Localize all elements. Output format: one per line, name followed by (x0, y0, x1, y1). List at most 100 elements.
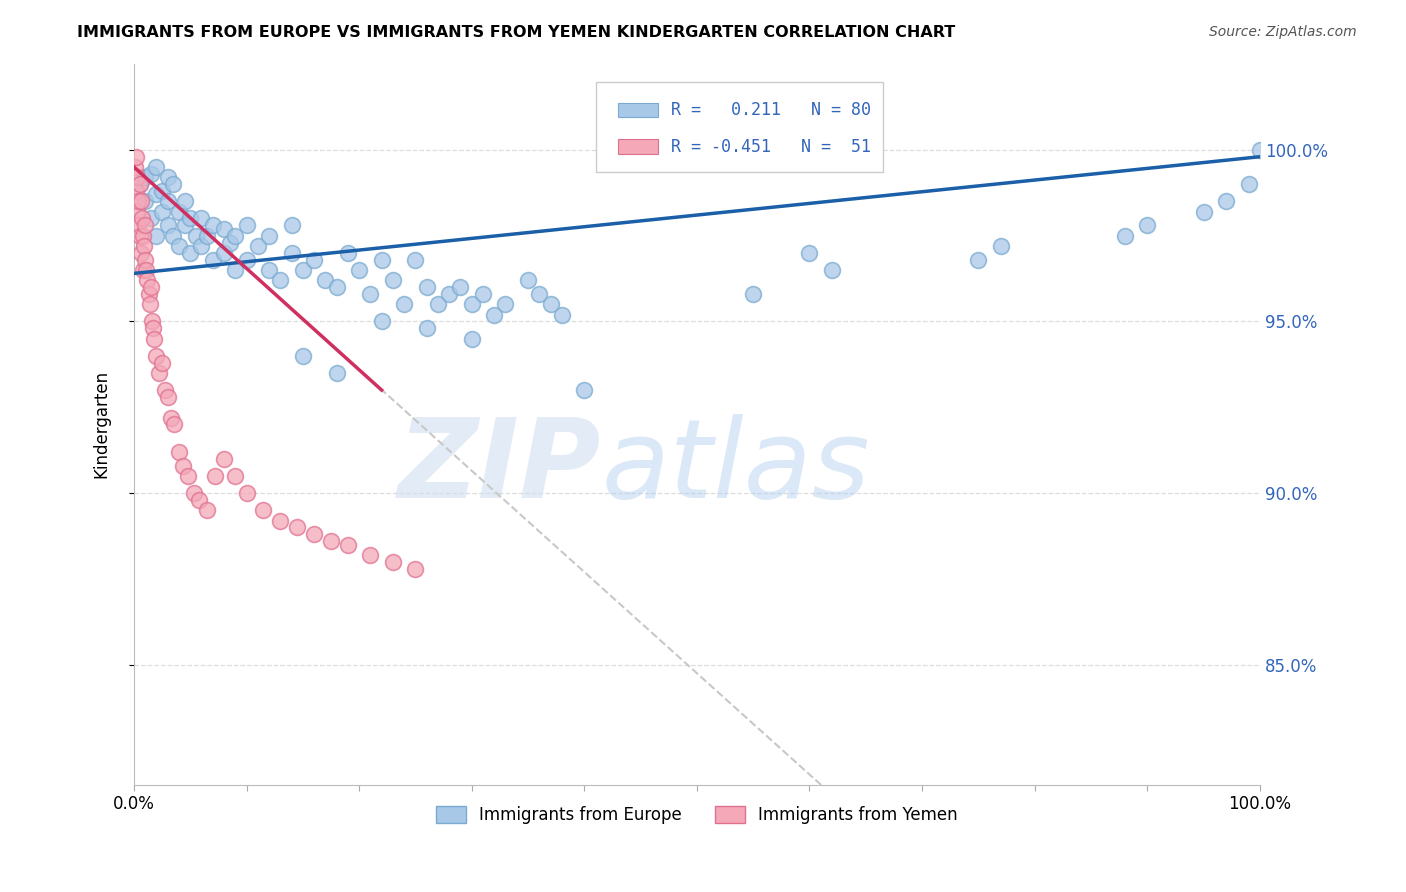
Point (370, 314, 392, 328)
Point (156, 170, 179, 185)
Point (139, 211, 162, 226)
Point (495, 297, 517, 311)
Point (224, 469, 246, 483)
Point (124, 160, 146, 174)
Point (127, 219, 149, 233)
Point (246, 239, 269, 253)
Point (302, 252, 325, 267)
FancyBboxPatch shape (619, 139, 658, 153)
Point (235, 219, 257, 233)
Point (204, 469, 226, 483)
Point (967, 252, 990, 267)
Y-axis label: Kindergarten: Kindergarten (93, 370, 110, 478)
Point (129, 194, 152, 209)
Point (167, 204, 190, 219)
Point (132, 263, 155, 277)
Point (125, 150, 148, 164)
Point (184, 228, 207, 243)
Point (285, 520, 308, 534)
Point (742, 287, 765, 301)
Point (551, 308, 574, 322)
Point (325, 366, 347, 380)
Point (235, 252, 257, 267)
Point (224, 263, 246, 277)
Point (1136, 219, 1159, 233)
Point (269, 514, 291, 528)
Point (1114, 228, 1136, 243)
Point (132, 228, 155, 243)
Point (156, 219, 179, 233)
Point (162, 228, 184, 243)
Point (128, 177, 150, 191)
Point (167, 445, 190, 459)
Point (127, 170, 149, 185)
Point (529, 287, 551, 301)
Point (319, 534, 342, 549)
Point (990, 239, 1012, 253)
Point (150, 204, 173, 219)
Point (134, 219, 156, 233)
Point (145, 187, 167, 202)
Legend: Immigrants from Europe, Immigrants from Yemen: Immigrants from Europe, Immigrants from … (429, 799, 965, 830)
Point (127, 204, 149, 219)
FancyBboxPatch shape (619, 103, 658, 117)
Point (280, 245, 302, 260)
Point (134, 252, 156, 267)
Point (381, 555, 404, 569)
Point (404, 252, 426, 267)
Point (426, 297, 449, 311)
Point (461, 297, 484, 311)
Point (484, 308, 506, 322)
Point (138, 297, 160, 311)
Point (540, 297, 562, 311)
Point (461, 332, 484, 346)
Point (128, 228, 150, 243)
Point (150, 184, 173, 198)
Point (134, 194, 156, 209)
FancyBboxPatch shape (596, 82, 883, 172)
Point (574, 383, 596, 397)
Point (145, 349, 167, 363)
Point (252, 503, 274, 517)
Point (173, 194, 195, 209)
Point (347, 263, 370, 277)
Point (167, 239, 190, 253)
Point (218, 235, 240, 250)
Point (359, 548, 381, 562)
Point (1249, 143, 1271, 157)
Text: ZIP: ZIP (398, 414, 602, 521)
Point (179, 211, 201, 226)
Point (437, 287, 460, 301)
Point (163, 417, 186, 432)
Point (128, 177, 150, 191)
Point (127, 194, 149, 209)
Point (291, 349, 314, 363)
Point (392, 297, 415, 311)
Point (148, 366, 170, 380)
Point (302, 527, 325, 541)
Point (125, 184, 148, 198)
Point (136, 273, 159, 287)
Point (145, 160, 167, 174)
Point (280, 219, 302, 233)
Point (156, 390, 179, 404)
Point (325, 280, 347, 294)
Point (177, 469, 200, 483)
Point (190, 211, 212, 226)
Point (160, 410, 183, 425)
Point (188, 492, 211, 507)
Point (173, 219, 195, 233)
Point (134, 170, 156, 185)
Point (404, 561, 426, 575)
Point (141, 314, 163, 328)
Point (415, 280, 437, 294)
Point (143, 332, 166, 346)
Point (415, 321, 437, 335)
Text: R =   0.211   N = 80: R = 0.211 N = 80 (671, 101, 872, 119)
Point (142, 321, 165, 335)
Point (314, 273, 336, 287)
Text: atlas: atlas (602, 414, 870, 521)
Point (132, 239, 155, 253)
Point (449, 280, 471, 294)
Point (1215, 194, 1237, 209)
